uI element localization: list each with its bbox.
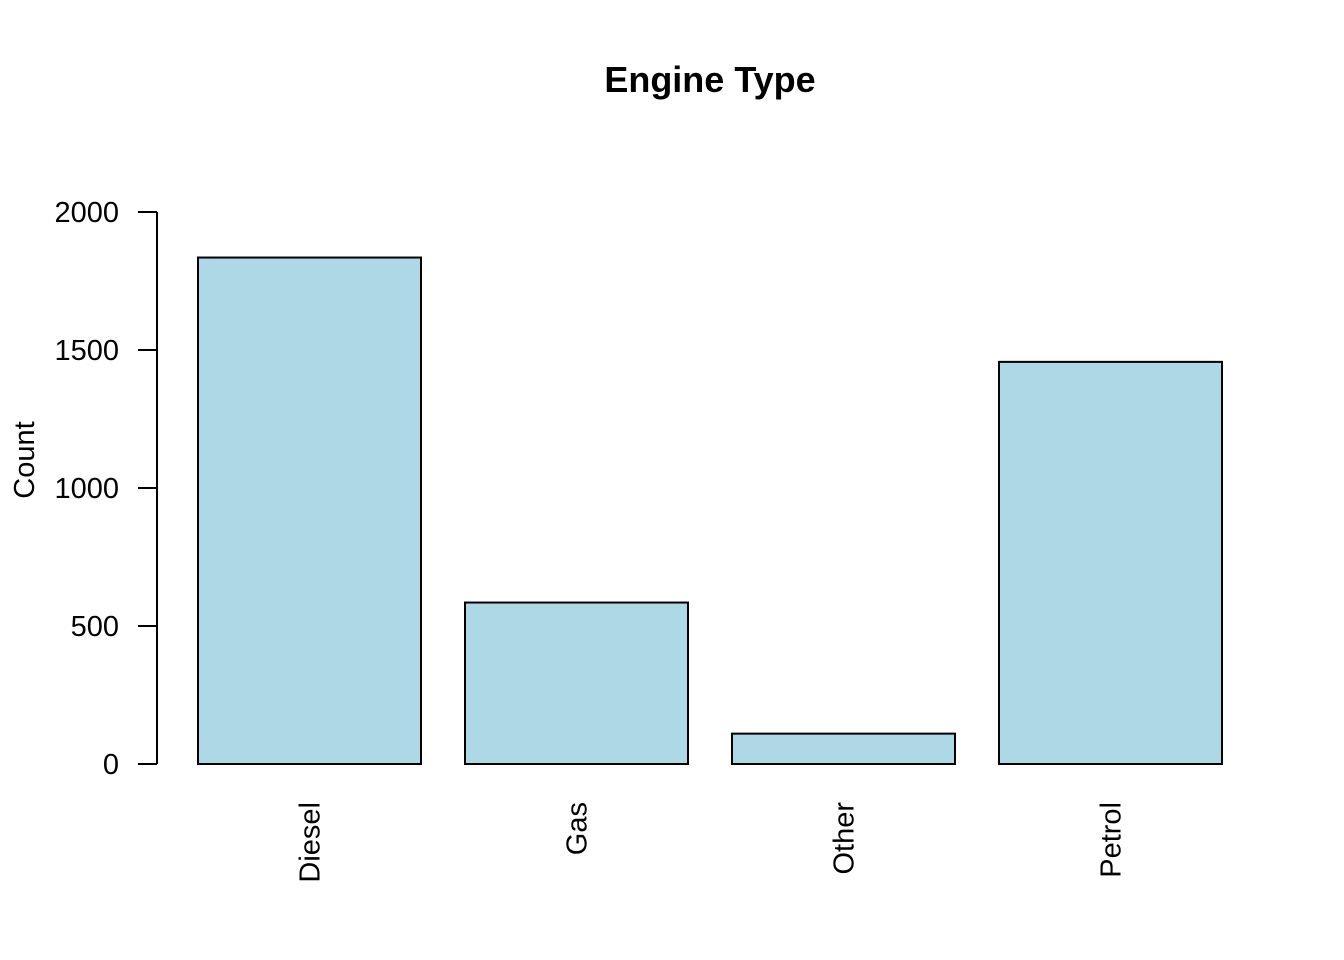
- bars-group: [197, 256, 1223, 766]
- y-tick-label-1500: 1500: [54, 335, 119, 367]
- x-tick-label-gas: Gas: [562, 802, 594, 855]
- x-tick-label-petrol: Petrol: [1096, 802, 1128, 878]
- x-axis-labels: Diesel Gas Other Petrol: [295, 802, 1128, 883]
- x-tick-label-diesel: Diesel: [295, 802, 327, 883]
- y-tick-label-2000: 2000: [54, 197, 119, 229]
- bar-gas: [464, 601, 689, 765]
- bar-petrol: [998, 360, 1223, 765]
- y-axis: 0 500 1000 1500 2000: [54, 197, 158, 781]
- bar-diesel: [197, 256, 422, 765]
- bar-other: [731, 732, 956, 766]
- y-tick-label-0: 0: [103, 749, 119, 781]
- x-tick-label-other: Other: [829, 802, 861, 875]
- y-tick-label-1000: 1000: [54, 473, 119, 505]
- chart-title: Engine Type: [604, 59, 815, 100]
- y-axis-label: Count: [9, 421, 41, 498]
- y-tick-label-500: 500: [71, 611, 119, 643]
